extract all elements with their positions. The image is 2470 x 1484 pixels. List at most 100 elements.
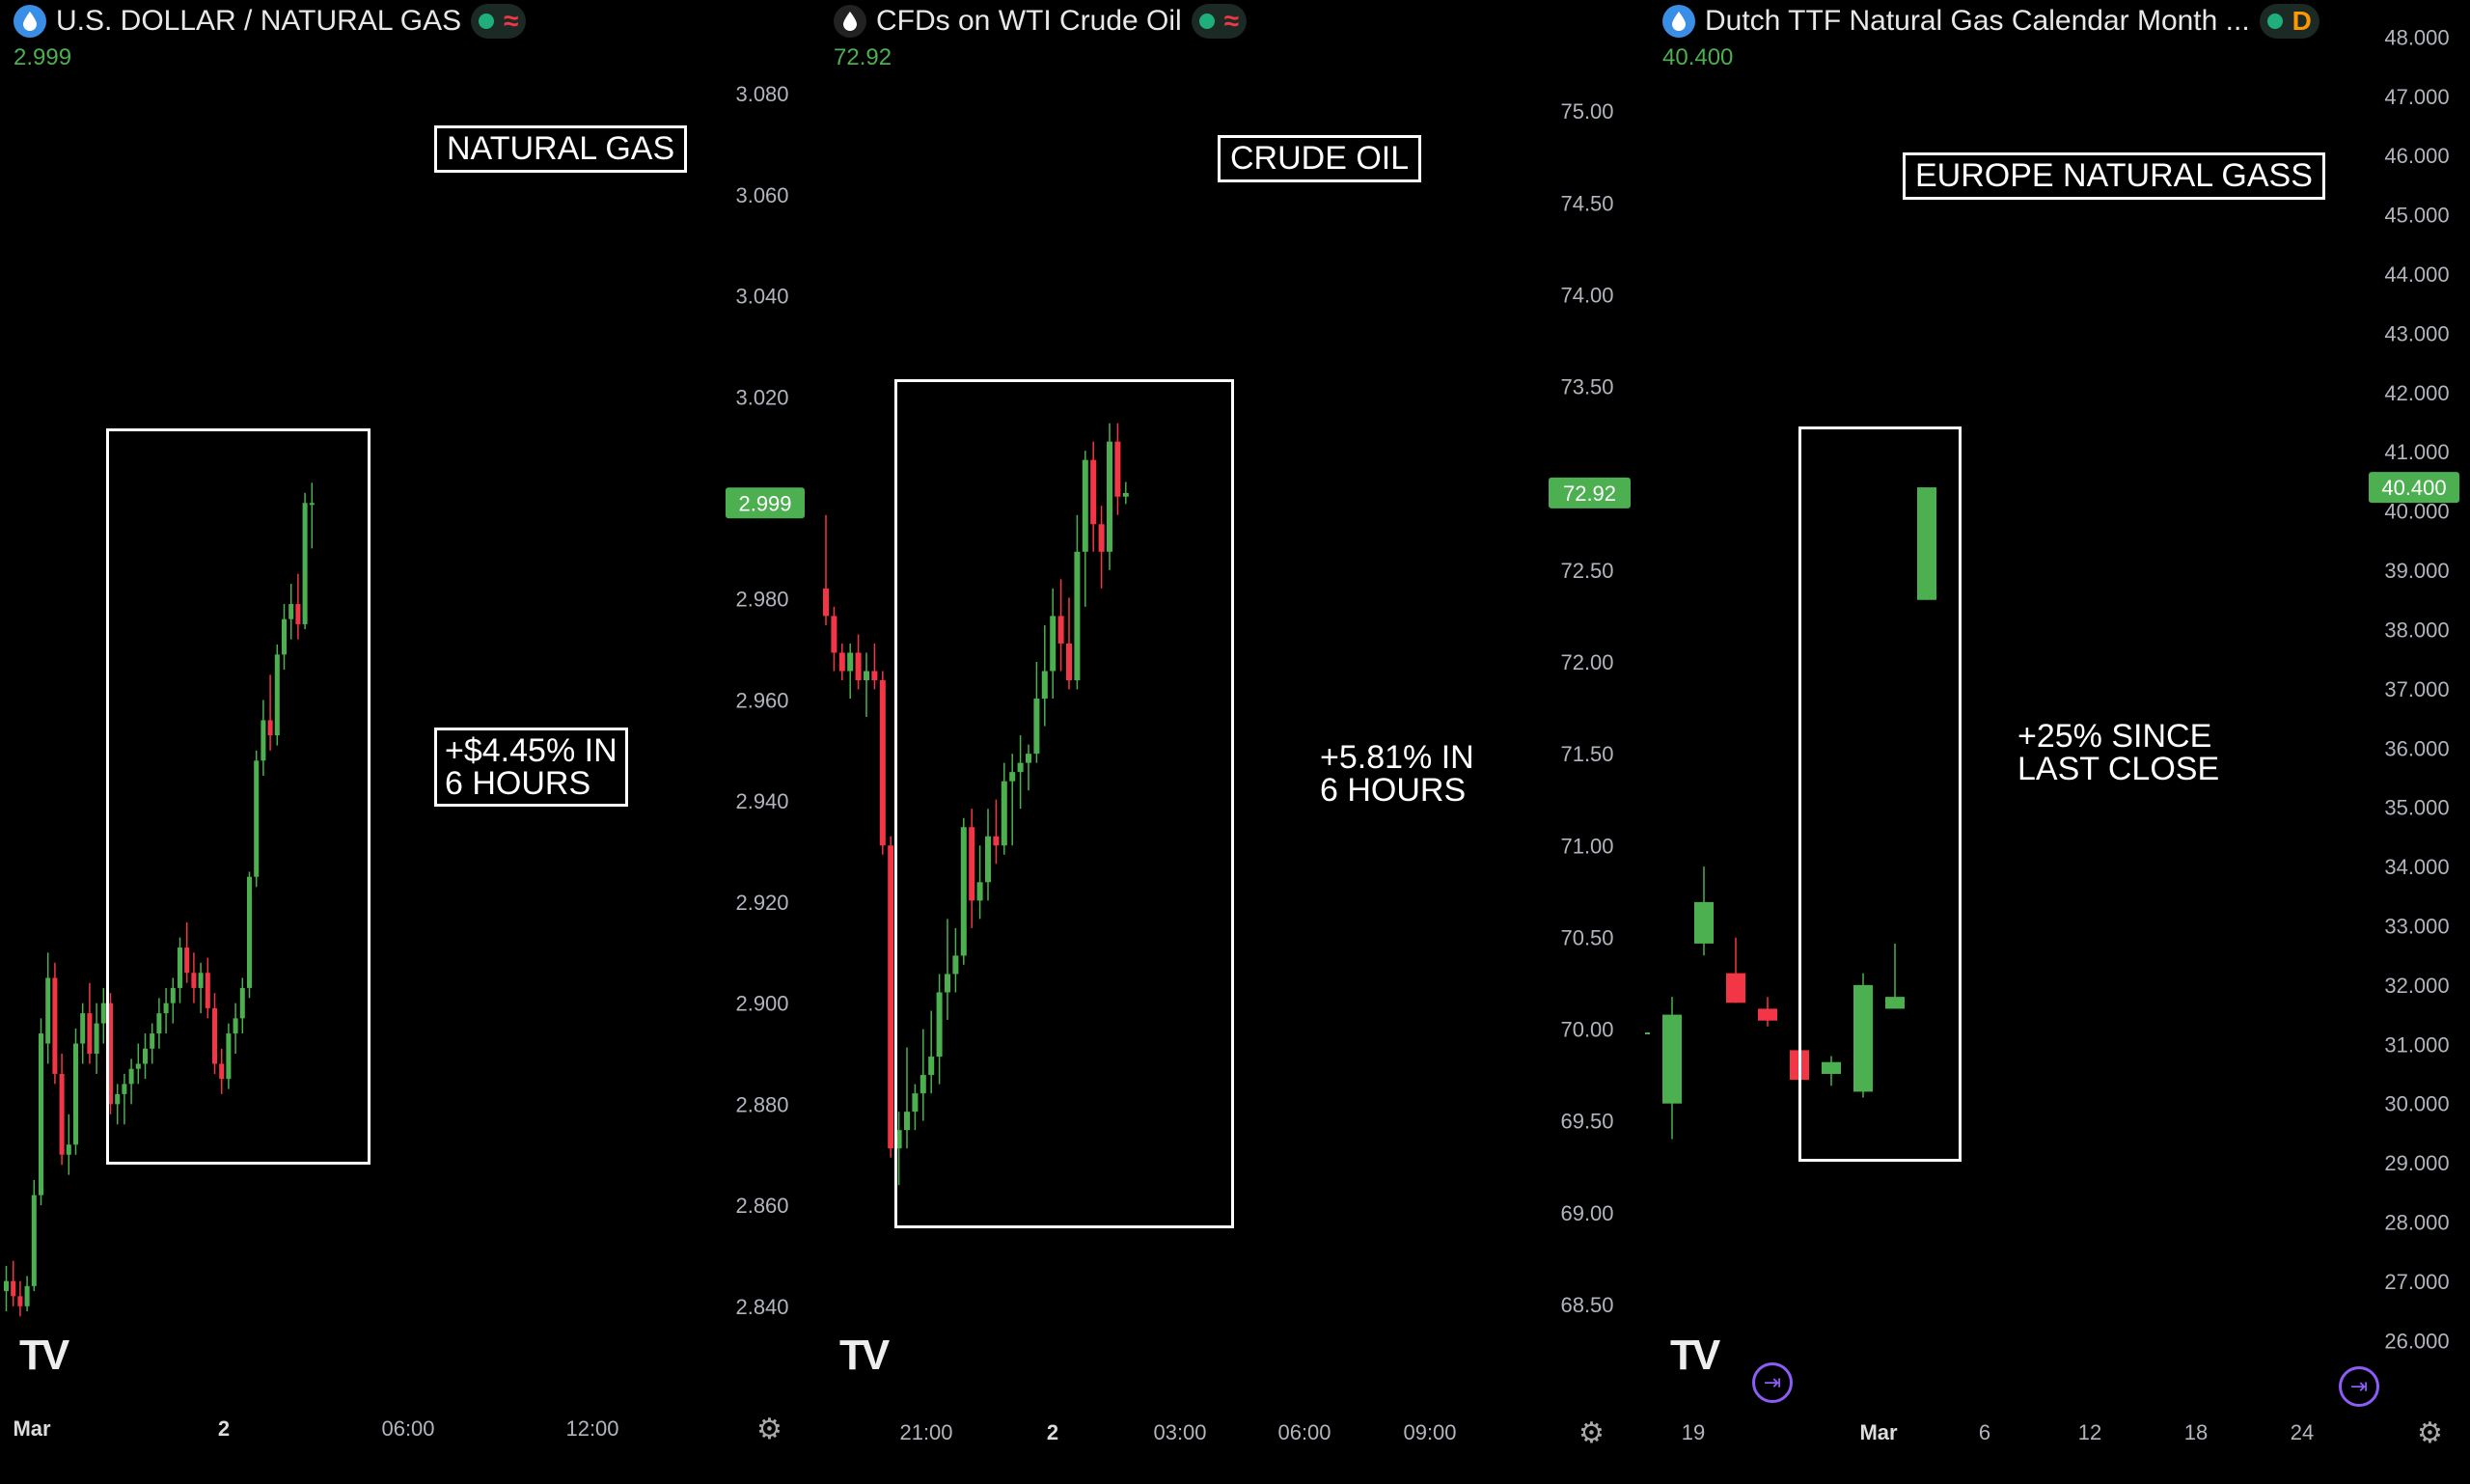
y-tick-label: 29.000 xyxy=(2384,1151,2449,1175)
candle-body xyxy=(1074,551,1081,680)
symbol-header[interactable]: Dutch TTF Natural Gas Calendar Month ...… xyxy=(1662,4,2319,39)
candle-body xyxy=(52,977,58,1074)
y-tick-label: 38.000 xyxy=(2384,618,2449,642)
jump-to-realtime-icon[interactable]: ⇥ xyxy=(1752,1362,1793,1403)
y-tick-label: 40.000 xyxy=(2384,500,2449,524)
y-tick-label: 72.00 xyxy=(1560,650,1613,674)
candle-body xyxy=(1066,643,1072,680)
drop-icon xyxy=(1662,5,1695,38)
status-badges[interactable]: ≈ xyxy=(1191,4,1248,39)
x-tick-label: 18 xyxy=(2184,1420,2208,1444)
candle-body xyxy=(928,1057,935,1076)
y-tick-label: 70.50 xyxy=(1560,925,1613,949)
highlight-rectangle[interactable] xyxy=(1798,426,1962,1162)
candle-body xyxy=(969,827,975,901)
candle-body xyxy=(1041,671,1048,700)
candle-body xyxy=(205,973,210,1008)
y-tick-label: 27.000 xyxy=(2384,1270,2449,1294)
candle-body xyxy=(919,1075,926,1094)
chart-canvas-natural-gas[interactable]: 3.080 3.060 3.040 3.020 2.980 2.960 2.940 2.920… xyxy=(0,0,820,1484)
y-tick-label: 42.000 xyxy=(2384,381,2449,405)
approx-data-icon: ≈ xyxy=(1223,6,1240,36)
candle-body xyxy=(226,1033,232,1080)
candle-body xyxy=(150,1033,155,1049)
chart-canvas-europe-gas[interactable]: 48.000 47.000 46.000 45.000 44.000 43.000 42.0… xyxy=(1645,0,2470,1484)
candle-body xyxy=(1050,616,1057,672)
chart-panel-crude-oil[interactable]: 75.00 74.50 74.00 73.50 72.50 72.00 71.50 71.00… xyxy=(820,0,1645,1484)
candle-body xyxy=(1098,524,1105,552)
y-tick-label: 2.860 xyxy=(735,1194,788,1218)
price-tag-bg xyxy=(726,487,805,519)
candle-body xyxy=(45,977,51,1044)
candle-body xyxy=(985,836,991,883)
candle-body xyxy=(87,1013,93,1055)
settings-gear-icon[interactable]: ⚙ xyxy=(1578,1417,1605,1449)
candle-body xyxy=(831,616,837,653)
y-tick-label: 2.840 xyxy=(735,1295,788,1319)
candle-body xyxy=(1107,441,1112,552)
candle-body xyxy=(295,603,301,624)
candle-body xyxy=(1090,459,1097,525)
y-tick-label: 30.000 xyxy=(2384,1092,2449,1116)
y-tick-label: 39.000 xyxy=(2384,559,2449,583)
annotation-note: +25% SINCE LAST CLOSE xyxy=(2017,718,2220,787)
chart-panel-natural-gas[interactable]: 3.080 3.060 3.040 3.020 2.980 2.960 2.940 2.920… xyxy=(0,0,820,1484)
candle-body xyxy=(895,1130,902,1149)
market-open-dot xyxy=(2266,14,2283,29)
jump-to-realtime-icon[interactable]: ⇥ xyxy=(2339,1366,2379,1407)
highlight-rectangle[interactable] xyxy=(894,379,1234,1228)
settings-gear-icon[interactable]: ⚙ xyxy=(2417,1417,2443,1449)
candle-body xyxy=(184,948,190,974)
chart-panel-europe-gas[interactable]: 48.000 47.000 46.000 45.000 44.000 43.000 42.0… xyxy=(1645,0,2470,1484)
y-tick-label: 69.00 xyxy=(1560,1201,1613,1225)
x-tick-label: 12 xyxy=(2078,1420,2101,1444)
candle-body xyxy=(261,720,266,761)
y-tick-label: 45.000 xyxy=(2384,204,2449,228)
candle-body xyxy=(960,827,967,956)
candle-body xyxy=(1694,901,1714,944)
candle-body xyxy=(1026,754,1031,763)
highlight-rectangle[interactable] xyxy=(106,428,370,1165)
status-badges[interactable]: ≈ xyxy=(471,4,527,39)
status-badges[interactable]: D xyxy=(2259,4,2319,39)
x-tick-label: 24 xyxy=(2291,1420,2314,1444)
candle-body xyxy=(1853,984,1873,1092)
candle-body xyxy=(1917,487,1936,600)
candle-body xyxy=(108,1003,113,1105)
annotation-label: CRUDE OIL xyxy=(1218,135,1422,182)
candle-body xyxy=(904,1112,910,1131)
x-tick-label: 2 xyxy=(1047,1420,1058,1444)
y-tick-label: 73.50 xyxy=(1560,375,1613,399)
chart-canvas-crude-oil[interactable]: 75.00 74.50 74.00 73.50 72.50 72.00 71.50 71.00… xyxy=(820,0,1645,1484)
candle-body xyxy=(212,1007,217,1064)
y-tick-label: 3.020 xyxy=(735,385,788,409)
candle-body xyxy=(11,1280,16,1297)
y-tick-label: 33.000 xyxy=(2384,914,2449,938)
candle-body xyxy=(823,588,829,617)
y-tick-label: 3.060 xyxy=(735,183,788,207)
y-tick-label: 47.000 xyxy=(2384,85,2449,109)
last-price: 2.999 xyxy=(14,44,72,70)
x-tick-label: 09:00 xyxy=(1403,1420,1456,1444)
y-tick-label: 74.00 xyxy=(1560,283,1613,307)
candle-body xyxy=(1726,973,1745,1003)
candle-body xyxy=(1082,459,1088,552)
candle-body xyxy=(952,955,959,975)
symbol-header[interactable]: U.S. DOLLAR / NATURAL GAS ≈ xyxy=(14,4,527,39)
y-tick-label: 2.980 xyxy=(735,588,788,612)
x-tick-label: 06:00 xyxy=(381,1416,434,1441)
y-tick-label: 43.000 xyxy=(2384,321,2449,345)
candle-body xyxy=(267,720,273,736)
candle-body xyxy=(936,992,943,1058)
symbol-title: CFDs on WTI Crude Oil xyxy=(876,5,1182,37)
candle-body xyxy=(1114,441,1121,497)
candle-body xyxy=(247,876,252,988)
candle-body xyxy=(847,652,854,672)
candle-body xyxy=(1645,1032,1650,1034)
y-tick-label: 75.00 xyxy=(1560,99,1613,124)
candle-body xyxy=(4,1280,9,1292)
symbol-header[interactable]: CFDs on WTI Crude Oil ≈ xyxy=(834,4,1248,39)
approx-data-icon: ≈ xyxy=(504,6,519,36)
settings-gear-icon[interactable]: ⚙ xyxy=(756,1414,782,1445)
candle-body xyxy=(864,671,869,680)
